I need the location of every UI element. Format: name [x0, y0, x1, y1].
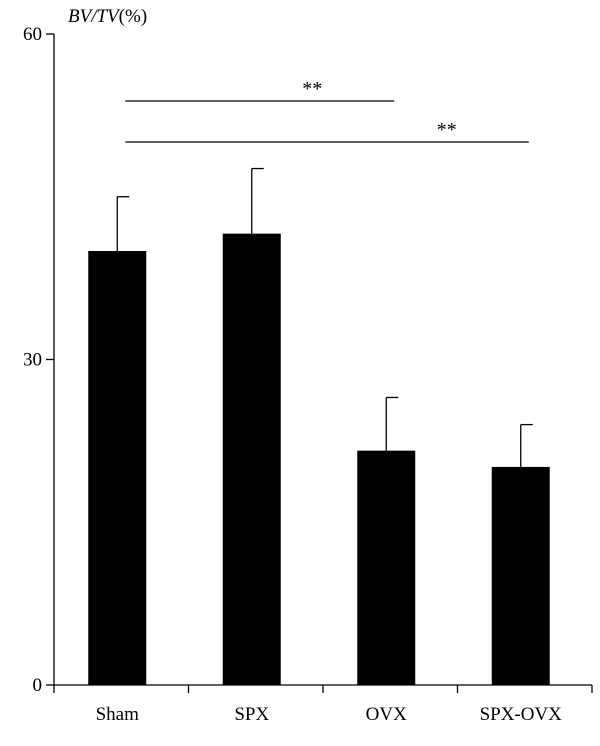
- y-axis-label-unit: (%): [119, 6, 147, 27]
- y-tick-label: 60: [23, 24, 42, 45]
- x-tick-label: SPX: [234, 704, 269, 725]
- bar: [88, 251, 147, 685]
- y-tick-label: 30: [23, 350, 42, 371]
- y-tick-label: 0: [33, 675, 43, 696]
- bar: [357, 450, 416, 685]
- x-tick-label: Sham: [96, 704, 140, 725]
- x-tick-label: SPX-OVX: [480, 704, 563, 725]
- significance-label: **: [302, 78, 322, 100]
- significance-annotations: ** **: [125, 78, 529, 143]
- x-tick-label: OVX: [366, 704, 407, 725]
- y-axis-label-italic: BV/TV: [68, 6, 121, 27]
- bar: [491, 466, 550, 685]
- bar: [222, 233, 281, 685]
- y-axis-label: BV/TV(%): [68, 6, 147, 27]
- bars: Sham SPX OVX SPX-OVX: [88, 167, 563, 725]
- significance-label: **: [437, 119, 457, 141]
